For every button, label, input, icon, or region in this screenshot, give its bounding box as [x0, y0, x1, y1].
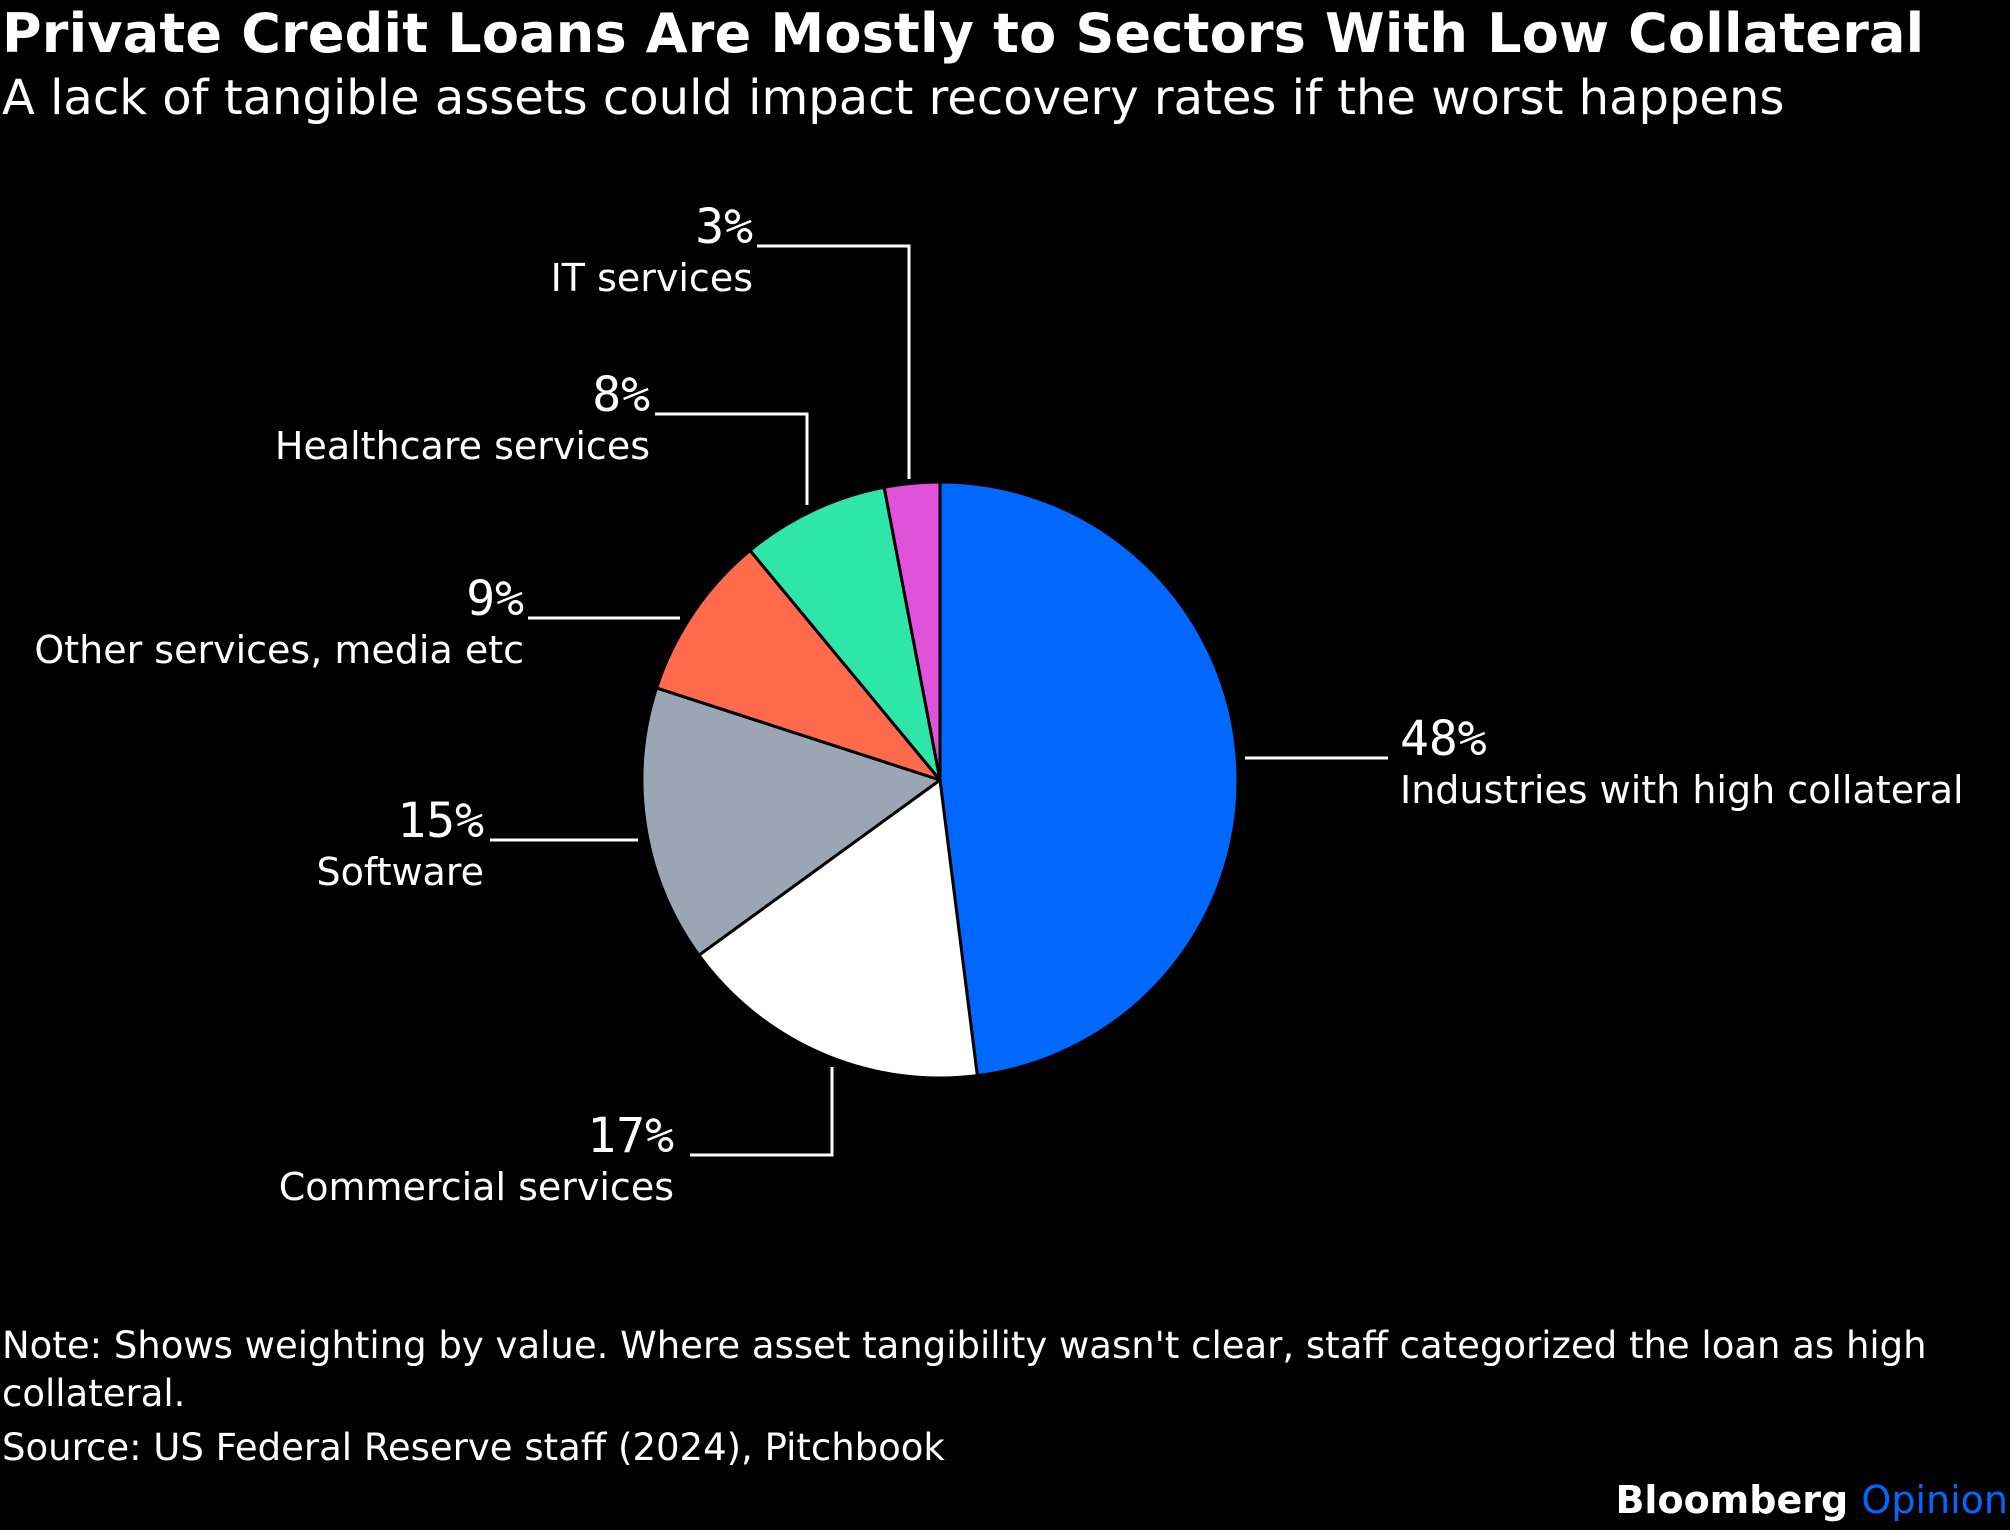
category-label-software: Software [316, 850, 484, 894]
chart-title: Private Credit Loans Are Mostly to Secto… [2, 2, 1925, 65]
value-label-healthcare-services: 8% [592, 367, 650, 423]
leader-lines [490, 244, 1388, 1157]
pie-slices [640, 480, 1240, 1080]
value-label-it-services: 3% [695, 199, 753, 255]
pie-slice-other-services-media-etc [655, 548, 942, 782]
value-label-commercial-services: 17% [587, 1108, 674, 1164]
chart-subtitle: A lack of tangible assets could impact r… [2, 70, 1785, 126]
pie-chart: 48%Industries with high collateral 17%Com… [34, 199, 1963, 1209]
leader-line-it-services [757, 244, 911, 479]
category-label-healthcare-services: Healthcare services [275, 424, 650, 468]
category-label-other-services-media-etc: Other services, media etc [34, 628, 524, 672]
pie-slice-it-services [882, 480, 942, 782]
value-label-other-services-media-etc: 9% [466, 571, 524, 627]
pie-slice-healthcare-services [748, 485, 942, 782]
brand-secondary: Opinion [1861, 1478, 2008, 1522]
category-label-commercial-services: Commercial services [279, 1165, 674, 1209]
value-label-software: 15% [397, 793, 484, 849]
leader-line-healthcare-services [655, 412, 809, 505]
category-label-it-services: IT services [551, 256, 753, 300]
pie-slice-software [640, 686, 942, 957]
value-label-industries-with-high-collateral: 48% [1400, 711, 1487, 767]
brand-logo: Bloomberg Opinion [1615, 1478, 2008, 1522]
brand-primary: Bloomberg [1615, 1478, 1849, 1522]
pie-slice-industries-with-high-collateral [938, 480, 1240, 1078]
slice-labels: 48%Industries with high collateral 17%Com… [34, 199, 1963, 1209]
leader-line-commercial-services [690, 1067, 834, 1157]
pie-slice-commercial-services [697, 778, 979, 1080]
category-label-industries-with-high-collateral: Industries with high collateral [1400, 768, 1964, 812]
chart-source: Source: US Federal Reserve staff (2024),… [2, 1426, 945, 1469]
chart-note: Note: Shows weighting by value. Where as… [2, 1324, 1927, 1415]
